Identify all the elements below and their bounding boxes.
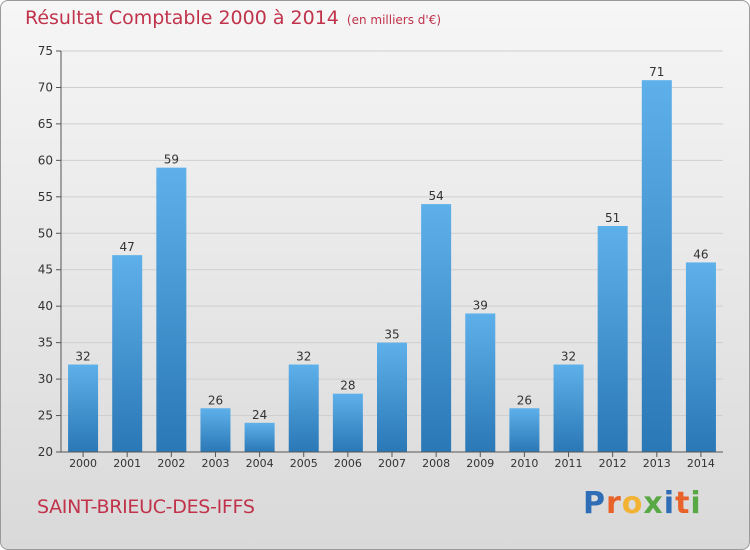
value-label: 32 <box>75 350 90 364</box>
bar-2007 <box>377 342 407 452</box>
bar-2003 <box>200 408 231 452</box>
logo-letter: i <box>690 486 702 521</box>
value-label: 26 <box>517 393 532 407</box>
y-tick-label: 45 <box>38 263 53 277</box>
x-tick-label: 2011 <box>555 457 583 470</box>
logo-letter: o <box>621 486 644 521</box>
x-tick-label: 2006 <box>334 457 362 470</box>
bar-2006 <box>332 393 363 452</box>
y-tick-label: 20 <box>38 445 53 459</box>
x-tick-label: 2001 <box>113 457 141 470</box>
value-label: 26 <box>208 393 223 407</box>
x-tick-label: 2009 <box>466 457 494 470</box>
bar-2009 <box>465 313 496 452</box>
y-tick-label: 25 <box>38 409 53 423</box>
y-tick-label: 35 <box>38 336 53 350</box>
logo-letter: x <box>643 486 664 521</box>
y-tick-labels: 20 25 30 35 40 45 50 55 60 65 70 75 <box>38 44 53 459</box>
y-tick-label: 65 <box>38 117 53 131</box>
y-tick-label: 75 <box>38 44 53 58</box>
x-tick-label: 2012 <box>599 457 627 470</box>
logo-letter: i <box>663 486 676 521</box>
bar-2008 <box>421 204 452 452</box>
value-label: 28 <box>340 379 355 393</box>
y-tick-label: 50 <box>38 226 53 240</box>
y-tick-label: 60 <box>38 153 53 167</box>
bar-2011 <box>553 364 584 452</box>
x-tick-label: 2007 <box>378 457 406 470</box>
x-tick-label: 2005 <box>290 457 318 470</box>
x-tick-label: 2002 <box>157 457 185 470</box>
x-tick-label: 2010 <box>510 457 538 470</box>
x-tick-label: 2013 <box>643 457 671 470</box>
x-tick-label: 2003 <box>201 457 229 470</box>
y-tick-label: 30 <box>38 372 53 386</box>
bar-2013 <box>641 80 672 452</box>
bar-2014 <box>685 262 716 452</box>
x-tick-label: 2014 <box>687 457 715 470</box>
axes <box>60 51 723 457</box>
proxiti-logo: Proxiti <box>583 486 702 521</box>
commune-name: SAINT-BRIEUC-DES-IFFS <box>37 496 255 518</box>
value-label: 47 <box>120 240 135 254</box>
value-label: 51 <box>605 211 620 225</box>
chart-subtitle: (en milliers d'€) <box>346 13 442 27</box>
logo-letter: P <box>583 486 606 521</box>
value-label: 32 <box>561 350 576 364</box>
value-label: 39 <box>473 298 488 312</box>
x-tick-label: 2000 <box>69 457 97 470</box>
y-tick-label: 55 <box>38 190 53 204</box>
bar-2001 <box>112 255 143 452</box>
value-label: 46 <box>693 247 708 261</box>
logo-letter: r <box>606 486 622 521</box>
y-tick-label: 40 <box>38 299 53 313</box>
value-labels: 32 47 59 26 24 32 28 35 54 39 26 32 51 71 46 <box>75 65 708 422</box>
chart-title-text: Résultat Comptable 2000 à 2014 <box>25 7 339 29</box>
bar-2005 <box>288 364 319 452</box>
value-label: 35 <box>384 328 399 342</box>
value-label: 59 <box>164 153 179 167</box>
y-tick-label: 70 <box>38 80 53 94</box>
chart-title: Résultat Comptable 2000 à 2014 (en millie… <box>25 7 441 29</box>
logo-letter: t <box>675 486 691 521</box>
bar-2004 <box>244 422 275 452</box>
value-label: 32 <box>296 350 311 364</box>
bar-2000 <box>68 364 99 452</box>
bars <box>68 80 716 452</box>
x-tick-labels: 2000 2001 2002 2003 2004 2005 2006 2007 2008 2009… <box>69 457 715 470</box>
bar-2002 <box>156 167 187 452</box>
x-tick-label: 2004 <box>246 457 274 470</box>
bar-2012 <box>597 225 628 452</box>
x-tick-label: 2008 <box>422 457 450 470</box>
bar-2010 <box>509 408 540 452</box>
value-label: 71 <box>649 65 664 79</box>
value-label: 24 <box>252 408 267 422</box>
value-label: 54 <box>428 189 443 203</box>
